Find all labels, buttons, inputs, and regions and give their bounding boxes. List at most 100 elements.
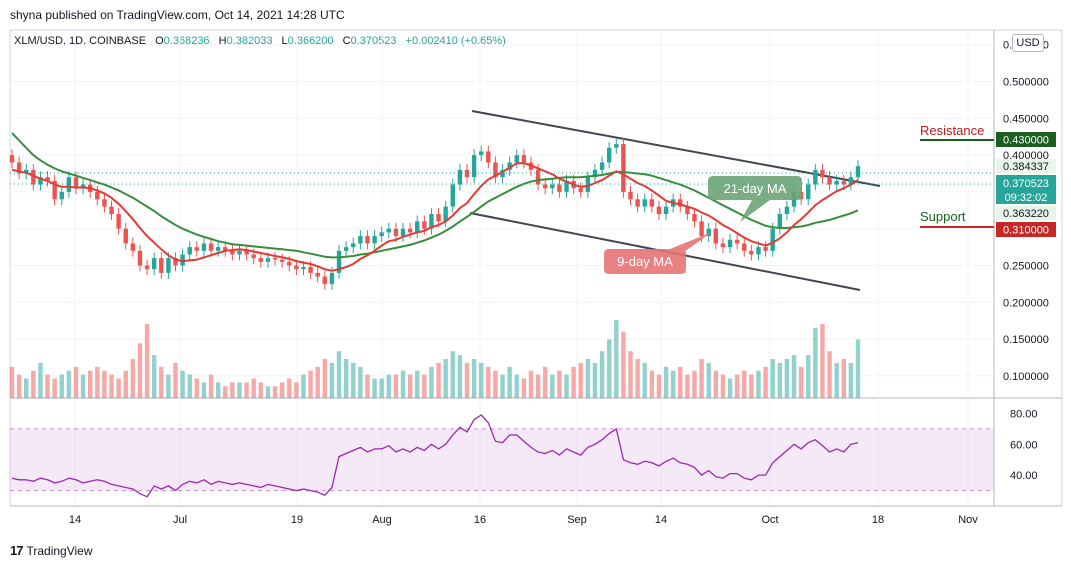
candle-body [208,243,214,251]
volume-bar [66,370,72,398]
volume-bar [749,374,754,398]
candles [9,138,861,290]
candle-body [102,199,107,207]
volume-bar [656,374,662,398]
volume-bar [720,374,726,398]
close-tag [996,175,1056,204]
volume-bar [806,355,811,398]
candle-body [557,184,562,192]
volume-bar [756,370,761,398]
candle-body [500,169,505,178]
volume-bar [464,362,470,398]
candle-body [479,151,484,156]
candle-body [742,243,747,251]
volume-bar [848,362,854,398]
volume-bar [151,355,157,398]
rsi-line [11,414,859,498]
candle-body [621,144,626,192]
volume-bar [265,386,271,398]
candle-body [550,184,555,189]
volume-bar [471,359,477,398]
candle-body [535,169,541,185]
publish-header: shyna published on TradingView.com, Oct … [10,8,345,22]
volume-bar [507,366,512,398]
volume-bar [187,374,192,398]
volume-bar [678,366,683,398]
volume-bar [400,370,406,398]
ohlc-legend: XLM/USD, 1D, COINBASE O0.368236 H0.38203… [14,35,512,47]
close-value: 0.370523 [350,35,397,47]
candle-body [80,184,86,189]
rsi-tick-label: 40.00 [1010,470,1038,482]
candle-body [308,266,313,273]
volume-bar [777,362,783,398]
candle-body [855,166,861,178]
candle-body [585,177,591,192]
low-label: L [281,35,288,47]
candle-body [393,228,399,237]
volume-bar [180,370,185,398]
candle-body [457,169,463,185]
volume-bar [557,370,562,398]
candle-body [287,261,292,266]
candle-body [642,199,647,207]
candle-body [749,250,754,255]
volume-bar [841,359,846,398]
candle-body [699,221,704,237]
ma21-line [11,132,859,259]
candle-body [45,177,50,181]
symbol-label[interactable]: XLM/USD, 1D, COINBASE [14,35,147,47]
price-tick-label: 0.450000 [1003,113,1049,125]
volume-bar [521,378,527,398]
candle-body [720,243,726,248]
candle-body [827,177,832,185]
volume-bar [80,374,86,398]
candle-body [301,266,306,270]
candle-body [322,276,328,284]
candle-body [599,162,605,170]
volume-bar [592,362,598,398]
resistance-annotation: Resistance 0.430000 [920,123,1056,147]
candle-body [166,258,171,273]
volume-bar [223,386,228,398]
candle-body [734,239,740,244]
volume-bar [493,370,498,398]
support-value: 0.310000 [1003,225,1049,237]
volume-bar [237,382,242,398]
volume-bar [770,359,775,398]
candle-body [265,258,271,262]
resistance-value: 0.430000 [1003,135,1049,147]
volume-bar [159,366,164,398]
volume-bar [386,374,391,398]
candle-body [407,228,413,233]
currency-button[interactable]: USD [1012,34,1044,52]
volume-bar [585,359,591,398]
volume-bar [514,374,519,398]
candle-body [578,188,583,192]
volume-bar [450,351,455,398]
volume-bar [144,323,150,398]
candle-body [813,169,818,185]
volume-bar [791,355,797,398]
candle-body [365,236,370,244]
candle-body [9,155,15,163]
resistance-tag [996,132,1056,147]
candle-body [834,180,839,185]
footer-brand: 17 TradingView [10,543,93,558]
candle-body [727,239,733,248]
volume-bar [137,343,143,398]
support-label: Support [920,209,966,224]
volume-bar [663,366,669,398]
volume-bar [635,359,640,398]
candle-body [116,214,121,229]
time-axis-ticks: 14 Jul 19 Aug 16 Sep 14 Oct 18 Nov [69,514,978,526]
volume-bar [621,331,626,398]
resistance-label: Resistance [920,123,984,138]
candle-body [144,265,150,270]
volume-bar [201,382,207,398]
time-tick-label: 14 [69,514,81,526]
volume-bar [258,382,264,398]
candle-body [31,169,36,185]
volume-bar [670,370,676,398]
